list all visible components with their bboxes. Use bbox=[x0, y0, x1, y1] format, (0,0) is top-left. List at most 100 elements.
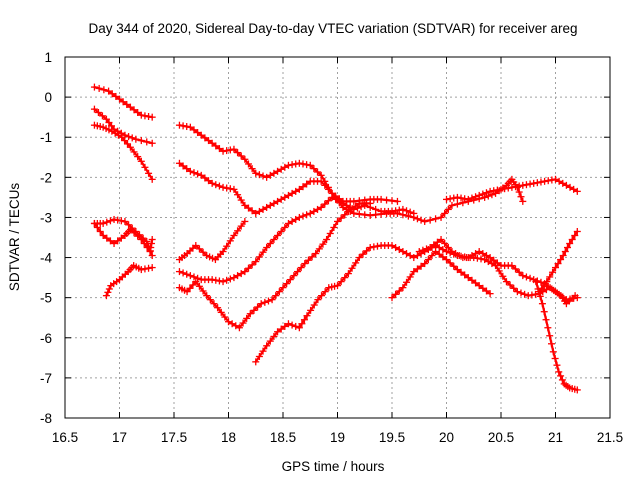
data-point-marker bbox=[515, 188, 523, 196]
data-point-marker bbox=[126, 103, 134, 111]
data-point-marker bbox=[446, 259, 454, 267]
data-point-marker bbox=[432, 248, 440, 256]
data-point-marker bbox=[292, 215, 300, 223]
data-point-marker bbox=[219, 278, 227, 286]
data-point-marker bbox=[250, 306, 258, 314]
data-point-marker bbox=[339, 199, 347, 207]
data-point-marker bbox=[237, 270, 245, 278]
data-point-marker bbox=[108, 90, 116, 98]
data-point-marker bbox=[303, 180, 311, 188]
data-point-marker bbox=[175, 121, 183, 129]
data-point-marker bbox=[183, 123, 191, 131]
data-point-marker bbox=[441, 240, 449, 248]
data-point-marker bbox=[288, 321, 296, 329]
data-point-marker bbox=[277, 195, 285, 203]
series-s7 bbox=[175, 121, 527, 225]
data-point-marker bbox=[486, 254, 494, 262]
data-point-marker bbox=[190, 169, 198, 177]
x-tick-label: 19.5 bbox=[379, 430, 405, 445]
series-line bbox=[418, 238, 577, 305]
data-point-marker bbox=[493, 186, 501, 194]
data-point-marker bbox=[263, 203, 271, 211]
y-tick-label: -5 bbox=[40, 291, 52, 306]
data-point-marker bbox=[522, 273, 530, 281]
data-point-marker bbox=[270, 236, 278, 244]
data-point-marker bbox=[143, 138, 151, 146]
data-point-marker bbox=[363, 247, 371, 255]
data-point-marker bbox=[406, 208, 414, 216]
data-point-marker bbox=[241, 201, 249, 209]
data-point-marker bbox=[212, 181, 220, 189]
data-point-marker bbox=[219, 183, 227, 191]
data-point-marker bbox=[114, 237, 122, 245]
data-point-marker bbox=[319, 240, 327, 248]
data-point-marker bbox=[549, 348, 557, 356]
data-point-marker bbox=[148, 252, 156, 260]
data-point-marker bbox=[117, 217, 125, 225]
data-point-marker bbox=[417, 262, 425, 270]
data-point-marker bbox=[272, 292, 280, 300]
data-point-marker bbox=[334, 282, 341, 290]
data-point-marker bbox=[348, 264, 356, 272]
data-point-marker bbox=[147, 240, 155, 248]
data-point-marker bbox=[537, 178, 545, 186]
data-point-marker bbox=[241, 155, 249, 163]
data-point-marker bbox=[552, 264, 559, 272]
data-point-marker bbox=[571, 231, 579, 239]
data-point-marker bbox=[455, 252, 463, 260]
data-point-marker bbox=[99, 219, 107, 227]
data-point-marker bbox=[201, 134, 209, 142]
data-point-marker bbox=[283, 280, 291, 288]
data-point-marker bbox=[508, 183, 516, 191]
data-point-marker bbox=[112, 92, 120, 100]
series-s12 bbox=[252, 242, 581, 366]
data-point-marker bbox=[555, 368, 563, 376]
data-point-marker bbox=[403, 278, 411, 286]
data-point-marker bbox=[288, 217, 296, 225]
data-point-marker bbox=[450, 262, 458, 270]
data-point-marker bbox=[413, 215, 421, 223]
data-point-marker bbox=[284, 161, 292, 169]
data-point-marker bbox=[270, 199, 278, 207]
x-tick-label: 21.5 bbox=[597, 430, 623, 445]
data-point-marker bbox=[299, 160, 307, 168]
data-point-marker bbox=[90, 105, 98, 113]
data-point-marker bbox=[237, 196, 245, 204]
data-point-marker bbox=[515, 268, 523, 276]
data-point-marker bbox=[252, 258, 260, 266]
x-axis: 16.5 17 17.5 18 18.5 19 19.5 20 20.5 21 21.5 bbox=[52, 57, 623, 445]
data-point-marker bbox=[274, 167, 282, 175]
data-point-marker bbox=[501, 185, 509, 193]
data-point-marker bbox=[541, 177, 549, 185]
data-point-marker bbox=[506, 281, 514, 289]
data-point-marker bbox=[328, 193, 336, 201]
data-point-marker bbox=[235, 324, 243, 332]
data-point-marker bbox=[310, 301, 318, 309]
data-point-marker bbox=[192, 278, 200, 286]
data-point-marker bbox=[259, 347, 267, 355]
data-point-marker bbox=[259, 205, 267, 213]
data-point-marker bbox=[137, 137, 145, 145]
data-point-marker bbox=[145, 169, 153, 177]
data-point-marker bbox=[513, 288, 521, 296]
data-point-marker bbox=[399, 205, 407, 213]
data-point-marker bbox=[226, 237, 234, 245]
data-point-marker bbox=[208, 276, 216, 284]
series-s15 bbox=[443, 175, 581, 203]
data-point-marker bbox=[141, 265, 149, 273]
data-point-marker bbox=[558, 376, 566, 384]
series-line bbox=[538, 230, 579, 293]
data-point-marker bbox=[403, 207, 411, 215]
data-point-marker bbox=[284, 320, 292, 328]
series-s10 bbox=[175, 193, 418, 286]
data-point-marker bbox=[439, 253, 447, 261]
data-point-marker bbox=[543, 278, 551, 286]
data-point-marker bbox=[323, 236, 331, 244]
data-point-marker bbox=[388, 197, 396, 205]
y-axis-label: SDTVAR / TECUs bbox=[7, 183, 22, 292]
data-point-marker bbox=[510, 284, 518, 292]
data-point-marker bbox=[490, 187, 498, 195]
data-point-marker bbox=[100, 86, 108, 94]
data-point-marker bbox=[215, 145, 223, 153]
